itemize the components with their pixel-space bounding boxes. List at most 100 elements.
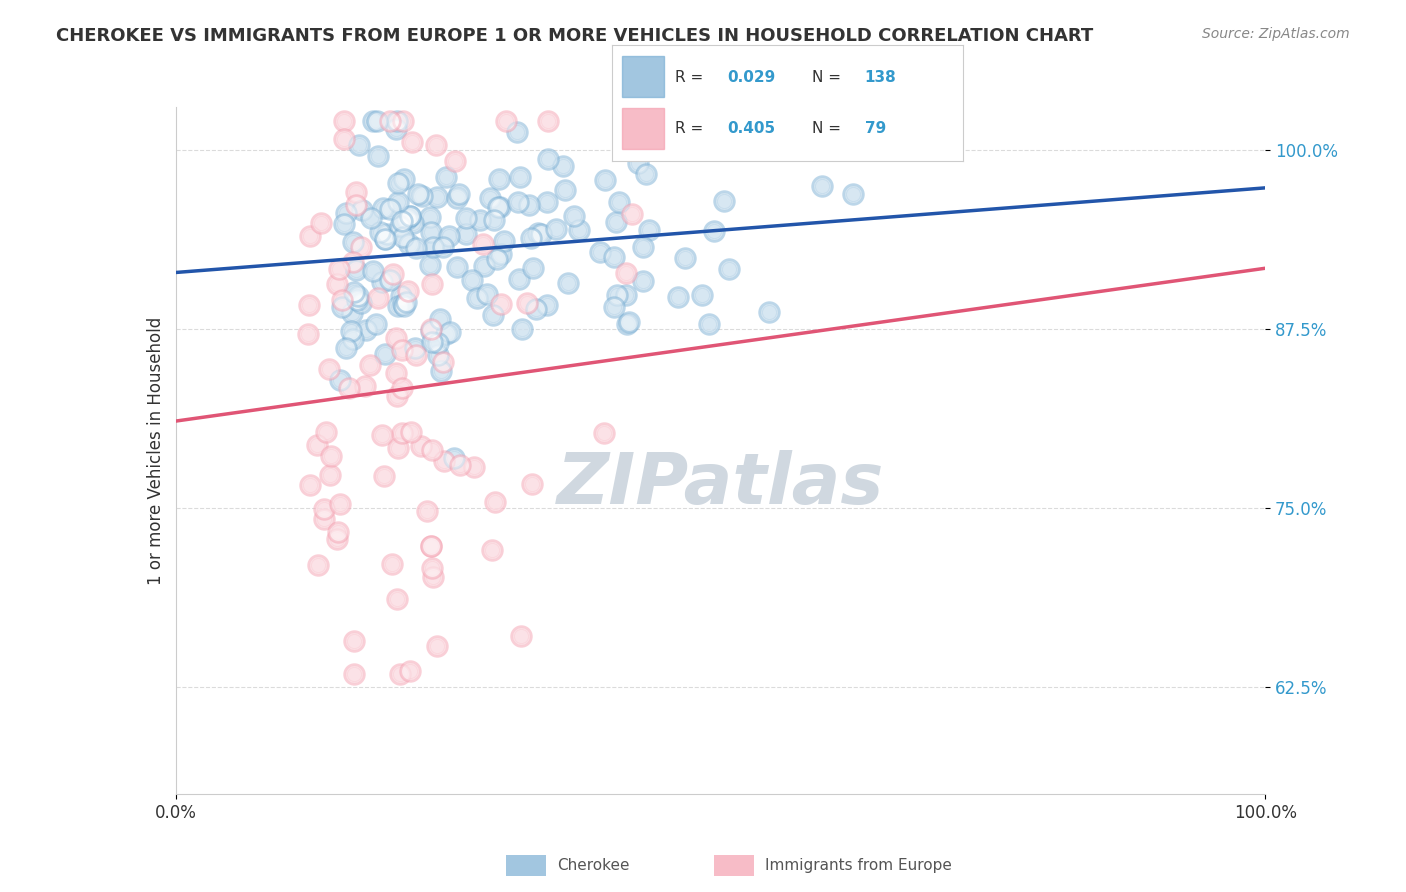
Point (298, 477, 321, 491)
Point (420, 443, 443, 458)
Point (363, 264, 385, 278)
Point (488, 172, 510, 186)
Bar (621, 56, 665, 97)
Point (329, 374, 352, 388)
Point (603, 250, 626, 264)
Point (374, 231, 396, 245)
Point (387, 592, 409, 607)
Point (546, 222, 568, 236)
Point (307, 437, 329, 451)
Point (367, 149, 389, 163)
Point (387, 442, 409, 456)
Point (697, 317, 720, 331)
Point (603, 250, 626, 264)
Point (557, 277, 579, 291)
Point (326, 277, 349, 291)
Point (343, 666, 366, 681)
Point (340, 324, 363, 338)
Point (703, 224, 725, 238)
Point (419, 259, 441, 273)
Point (330, 301, 353, 315)
Point (520, 476, 543, 491)
Point (385, 121, 408, 136)
Point (422, 570, 444, 584)
Point (557, 277, 579, 291)
Point (472, 237, 495, 252)
Point (434, 327, 457, 342)
Point (446, 260, 468, 274)
Point (342, 332, 364, 346)
Point (367, 291, 389, 305)
Point (449, 186, 471, 201)
Point (456, 227, 478, 242)
Point (517, 197, 540, 211)
Point (391, 297, 413, 311)
Point (392, 299, 415, 313)
Point (408, 186, 430, 201)
Point (326, 532, 349, 546)
Point (673, 251, 696, 265)
Point (842, 186, 865, 201)
Point (530, 227, 553, 242)
Point (605, 215, 627, 229)
Point (347, 289, 370, 303)
Point (346, 293, 368, 307)
Point (420, 334, 443, 349)
Point (562, 209, 585, 223)
Point (344, 185, 367, 199)
Point (391, 381, 413, 395)
Point (811, 179, 834, 194)
Point (614, 266, 637, 280)
Point (392, 172, 415, 186)
Point (463, 459, 485, 474)
Point (411, 189, 433, 203)
Point (398, 237, 420, 252)
Point (395, 212, 418, 227)
Point (449, 458, 471, 472)
Point (492, 234, 515, 248)
Point (439, 325, 461, 339)
Point (366, 114, 388, 128)
Point (342, 255, 364, 269)
Point (373, 468, 395, 483)
Point (811, 179, 834, 194)
Point (506, 125, 529, 139)
Point (638, 223, 661, 237)
Point (461, 273, 484, 287)
Point (703, 224, 725, 238)
Point (307, 558, 329, 572)
Point (603, 300, 626, 314)
Point (506, 194, 529, 209)
Point (416, 504, 439, 518)
Point (343, 633, 366, 648)
Point (546, 222, 568, 236)
Point (388, 667, 411, 681)
Point (391, 426, 413, 441)
Point (426, 336, 449, 351)
Point (492, 234, 515, 248)
Point (562, 209, 585, 223)
Point (416, 504, 439, 518)
Point (312, 512, 335, 526)
Point (422, 277, 444, 292)
Point (329, 498, 352, 512)
Point (395, 294, 418, 309)
Point (347, 289, 370, 303)
Point (420, 539, 443, 553)
Point (356, 323, 378, 337)
Point (430, 364, 453, 378)
Point (318, 467, 340, 482)
Point (537, 114, 560, 128)
Point (472, 237, 495, 252)
Point (554, 183, 576, 197)
Point (378, 114, 401, 128)
Point (387, 194, 409, 209)
Point (420, 443, 443, 458)
Point (385, 331, 408, 345)
Point (510, 629, 533, 643)
Point (370, 428, 392, 442)
Point (332, 114, 354, 128)
Point (312, 512, 335, 526)
Point (619, 315, 641, 329)
Point (314, 502, 336, 516)
